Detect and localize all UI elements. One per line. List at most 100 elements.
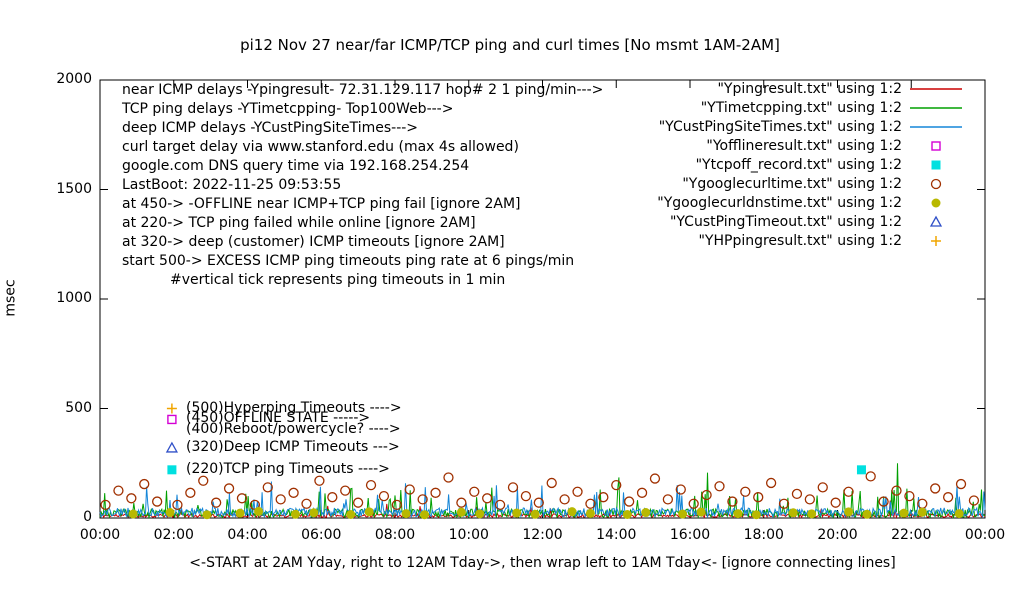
marker-open-circle [494,499,506,511]
marker-open-circle [649,473,661,484]
series-cust-ping-timeout [165,441,179,453]
marker-filled-square [856,465,866,475]
marker-open-circle [139,478,150,490]
info-line: at 450-> -OFFLINE near ICMP+TCP ping fai… [122,196,521,212]
legend-entry: "YTimetcpping.txt" using 1:2 [657,98,964,117]
marker-filled-circle [585,508,595,518]
series-tcpoff-record [167,465,866,475]
marker-open-circle [753,492,764,503]
legend-entry: "YHPpingresult.txt" using 1:2 [657,231,964,250]
marker-filled-circle [309,508,319,518]
legend-entry: "Ygooglecurltime.txt" using 1:2 [657,174,964,193]
info-line: LastBoot: 2022-11-25 09:53:55 [122,177,342,193]
x-tick-label: 02:00 [153,527,194,543]
marker-open-circle [211,497,222,508]
marker-filled-circle [917,507,927,517]
legend-label: "YCustPingTimeout.txt" using 1:2 [669,213,902,230]
marker-open-circle [185,487,196,498]
marker-open-circle [930,178,942,189]
marker-open-circle [942,492,954,503]
x-tick-label: 12:00 [522,527,563,543]
marker-open-circle [675,484,686,495]
marker-filled-circle [696,507,706,517]
info-line: at 220-> TCP ping failed while online [i… [122,215,476,231]
x-tick-label: 06:00 [301,527,342,543]
marker-open-circle [830,497,841,508]
marker-open-circle [443,472,454,483]
marker-filled-square [167,465,177,475]
marker-filled-circle [622,509,632,519]
legend-entry: "Ytcpoff_record.txt" using 1:2 [657,155,964,174]
marker-open-circle [456,497,467,508]
marker-open-circle [778,498,790,509]
marker-filled-circle [456,507,466,517]
y-tick-label: 0 [83,509,92,525]
info-line: at 320-> deep (customer) ICMP timeouts [… [122,234,505,250]
marker-open-circle [223,483,235,494]
marker-open-circle [430,487,441,498]
marker-open-circle [611,479,622,491]
y-tick-label: 1500 [56,180,92,197]
marker-open-circle [404,484,415,495]
annotation-400: (400)Reboot/powercycle? ----> [186,421,401,438]
marker-filled-circle [641,508,651,518]
marker-filled-circle [128,509,138,519]
marker-open-circle [598,492,609,503]
marker-open-circle [275,494,286,505]
marker-filled-circle [530,509,540,519]
x-tick-label: 16:00 [669,527,711,543]
marker-filled-circle [931,198,941,207]
marker-open-circle [546,477,557,489]
marker-filled-circle [512,508,522,518]
marker-open-circle [288,487,299,498]
marker-open-circle [572,486,583,497]
marker-open-circle [930,483,941,494]
marker-filled-circle [788,508,798,518]
marker-open-circle [340,485,351,496]
x-tick-label: 08:00 [374,527,416,543]
annotation-450: (450)OFFLINE STATE -----> [186,410,371,427]
x-tick-label: 20:00 [817,527,858,543]
marker-filled-square [931,160,941,169]
marker-open-circle [378,490,390,502]
marker-open-circle [262,482,273,493]
legend-sample [910,87,962,90]
info-line: TCP ping delays -YTimetcpping- Top100Web… [122,101,454,117]
legend-sample [910,106,962,109]
marker-open-circle [791,488,803,500]
y-tick-label: 1000 [56,290,92,306]
legend-entry: "YCustPingTimeout.txt" using 1:2 [657,212,964,231]
marker-open-circle [198,475,209,486]
marker-open-circle [533,497,544,508]
marker-open-triangle [929,215,943,227]
marker-open-circle [843,486,854,497]
marker-filled-circle [844,507,854,517]
y-tick-label: 2000 [56,71,92,87]
marker-open-circle [585,498,596,509]
marker-open-square [167,414,177,425]
legend-sample [931,235,941,246]
legend-entry: "YCustPingSiteTimes.txt" using 1:2 [657,117,964,136]
legend-label: "Ytcpoff_record.txt" using 1:2 [695,156,902,173]
marker-filled-circle [751,510,761,520]
info-line: google.com DNS query time via 192.168.25… [122,158,470,174]
info-text-block: near ICMP delays -Ypingresult- 72.31.129… [122,81,603,290]
info-line: deep ICMP delays -YCustPingSiteTimes---> [122,120,419,136]
marker-filled-circle [567,507,577,517]
marker-open-circle [765,477,777,489]
marker-open-circle [865,471,876,482]
x-tick-label: 00:00 [79,527,121,543]
annotation-220: (220)TCP ping Timeouts ----> [186,460,390,477]
marker-open-circle [701,489,712,501]
marker-filled-circle [420,510,429,520]
marker-open-circle [624,496,635,507]
marker-filled-circle [899,508,909,518]
marker-filled-circle [290,509,300,519]
marker-open-circle [740,486,751,497]
legend-entry: "Yofflineresult.txt" using 1:2 [657,136,964,155]
marker-open-circle [955,478,967,490]
marker-filled-circle [954,509,964,519]
marker-open-circle [904,490,915,502]
